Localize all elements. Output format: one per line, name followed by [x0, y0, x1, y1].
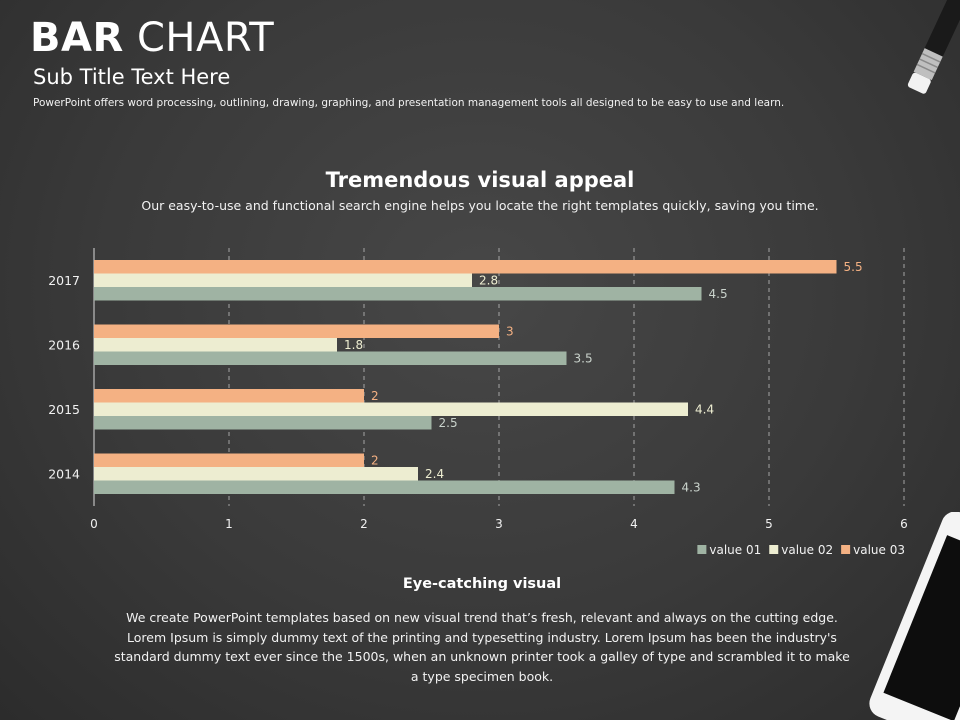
legend-label: value 01	[709, 543, 761, 557]
slide-title: BAR CHART	[30, 14, 274, 62]
data-label: 3	[506, 325, 514, 339]
bar	[94, 402, 688, 416]
bar	[94, 324, 499, 338]
x-tick-label: 1	[225, 517, 233, 531]
legend-swatch	[841, 545, 851, 554]
x-tick-label: 2	[360, 517, 368, 531]
data-label: 2	[371, 454, 379, 468]
data-label: 4.4	[695, 403, 714, 417]
bar	[94, 416, 432, 430]
bar	[94, 273, 472, 287]
category-label: 2016	[48, 337, 80, 352]
bar-chart: 0 1 2 3 4 5 6 2014 2 2.4 4.3 2015 2 4.4 2.5 2016 3 1.8 3.5…	[48, 248, 908, 557]
data-label: 2.8	[479, 274, 498, 288]
x-tick-label: 6	[900, 517, 908, 531]
data-label: 2.5	[439, 416, 458, 430]
bar	[94, 389, 364, 403]
bar	[94, 351, 567, 365]
x-tick-label: 5	[765, 517, 773, 531]
bar	[94, 260, 837, 274]
legend-swatch	[769, 545, 779, 554]
data-label: 1.8	[344, 338, 363, 352]
data-label: 2	[371, 389, 379, 403]
slide-description: PowerPoint offers word processing, outli…	[33, 97, 785, 109]
section-title: Tremendous visual appeal	[325, 168, 635, 192]
bar	[94, 287, 702, 301]
category-label: 2017	[48, 273, 80, 288]
bar	[94, 453, 364, 467]
slide-title-bold: BAR	[30, 15, 124, 61]
legend-swatch	[697, 545, 707, 554]
bar	[94, 338, 337, 352]
x-tick-label: 3	[495, 517, 503, 531]
data-label: 4.3	[682, 481, 701, 495]
category-label: 2015	[48, 402, 80, 417]
slide-subtitle: Sub Title Text Here	[33, 65, 231, 89]
data-label: 3.5	[574, 352, 593, 366]
legend-label: value 02	[781, 543, 833, 557]
pencil-icon	[907, 0, 960, 94]
x-tick-label: 4	[630, 517, 638, 531]
x-tick-label: 0	[90, 517, 98, 531]
section-description: Our easy-to-use and functional search en…	[141, 198, 819, 213]
data-label: 5.5	[844, 260, 863, 274]
footer-title: Eye-catching visual	[402, 576, 562, 592]
footer-text: We create PowerPoint templates based on …	[114, 610, 850, 684]
bar	[94, 467, 418, 481]
slide-title-rest: CHART	[123, 15, 275, 61]
data-label: 4.5	[709, 287, 728, 301]
phone-icon	[869, 512, 960, 720]
data-label: 2.4	[425, 467, 444, 481]
legend-label: value 03	[853, 543, 905, 557]
category-label: 2014	[48, 466, 80, 481]
bar	[94, 480, 675, 494]
